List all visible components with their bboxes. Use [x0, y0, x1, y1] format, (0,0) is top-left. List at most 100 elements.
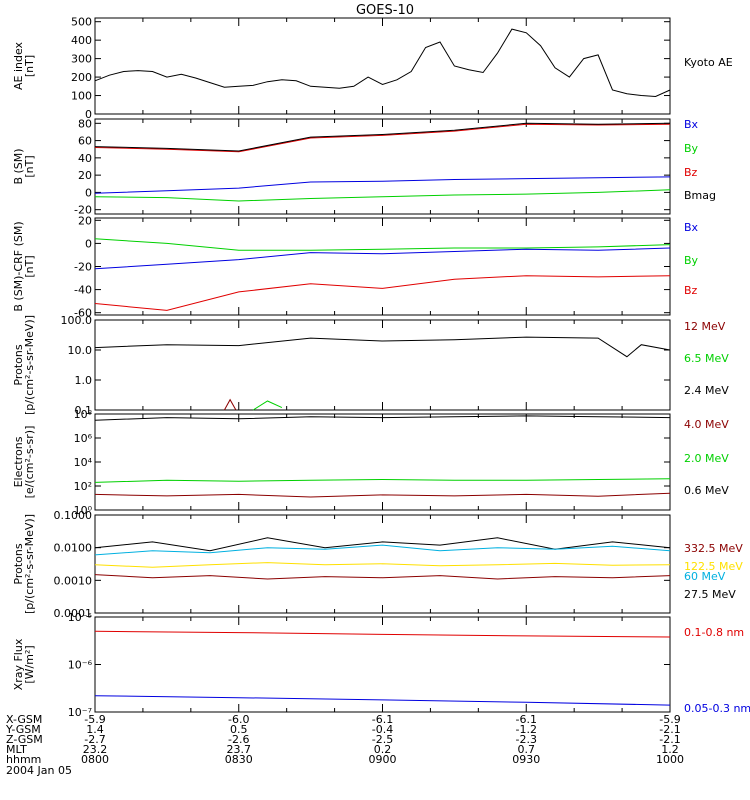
- legend-label: Bz: [684, 284, 698, 297]
- orbit-value: -2.5: [372, 733, 393, 746]
- panel-frame: [94, 118, 671, 215]
- orbit-value: -2.1: [659, 723, 680, 736]
- legend-label: Bz: [684, 166, 698, 179]
- y-tick-label: -60: [74, 307, 92, 320]
- series-line-bz: [94, 275, 671, 311]
- orbit-row-label: Y-GSM: [5, 723, 41, 736]
- series-line-2-4-mev: [94, 336, 671, 358]
- legend-label: 0.1-0.8 nm: [684, 626, 744, 639]
- series-line-by: [94, 189, 671, 202]
- series-line-6-5-mev: [252, 400, 283, 411]
- y-tick-label: 0: [85, 237, 92, 250]
- y-tick-label: 20: [78, 214, 92, 227]
- orbit-row-label: Z-GSM: [6, 733, 43, 746]
- legend-label: 332.5 MeV: [684, 542, 743, 555]
- orbit-row-label: hhmm: [6, 753, 41, 766]
- orbit-value: -2.6: [228, 733, 249, 746]
- y-tick-label: 10²: [74, 480, 92, 493]
- orbit-value: 0.5: [230, 723, 248, 736]
- legend-label: 2.0 MeV: [684, 452, 729, 465]
- panel-frame: [94, 217, 671, 316]
- y-tick-label: 10⁻⁶: [68, 659, 93, 672]
- y-tick-label: 0.0001: [54, 607, 93, 620]
- series-line-0-1-0-8-nm: [94, 630, 671, 638]
- y-tick-label: 0.1: [75, 404, 93, 417]
- panel-6: 0.0001 0.0010 0.0100 0.1000 Protons[p/(cm²-s…: [12, 509, 743, 620]
- y-axis-label: Electrons[e/(cm²-s-sr)]: [12, 426, 36, 499]
- orbit-value: 0.7: [518, 743, 536, 756]
- y-tick-label: 400: [71, 34, 92, 47]
- series-line-60-mev: [94, 544, 671, 556]
- panel-7: 10⁻⁷ 10⁻⁶ 10⁻⁵ Xray Flux[W/m²] 0.1-0.8 nm 0.0…: [12, 611, 750, 719]
- series-line-0-05-0-3-nm: [94, 695, 671, 706]
- series-line-bz: [94, 123, 671, 153]
- series-line-4-0-mev: [94, 492, 671, 498]
- orbit-value: 0830: [225, 753, 253, 766]
- series-line-bx: [94, 247, 671, 270]
- series-line-332-5-mev: [94, 574, 671, 580]
- legend-label: Bx: [684, 221, 699, 234]
- y-tick-label: 0: [85, 186, 92, 199]
- legend-label: 60 MeV: [684, 570, 726, 583]
- y-tick-label: -20: [74, 204, 92, 217]
- series-line-0-6-mev: [94, 415, 671, 421]
- y-tick-label: 0.1000: [54, 509, 93, 522]
- orbit-value: 0.2: [374, 743, 392, 756]
- y-tick-label: 40: [78, 152, 92, 165]
- panel-5: 10⁰ 10² 10⁴ 10⁶ 10⁸ Electrons[e/(cm²-s-sr)] 4.…: [12, 408, 729, 517]
- orbit-value: 1.2: [661, 743, 679, 756]
- date-label: 2004 Jan 05: [6, 764, 72, 777]
- y-axis-label: B (SM)-CRF (SM)[nT]: [12, 221, 36, 311]
- legend-label: 12 MeV: [684, 320, 726, 333]
- orbit-value: -2.1: [659, 733, 680, 746]
- y-tick-label: 10⁰: [74, 504, 93, 517]
- series-line-122-5-mev: [94, 562, 671, 568]
- y-tick-label: 10.0: [68, 344, 93, 357]
- y-axis-label: Xray Flux[W/m²]: [12, 638, 36, 690]
- series-line-bx: [94, 176, 671, 194]
- y-tick-label: 60: [78, 135, 92, 148]
- orbit-table: X-GSMY-GSMZ-GSMMLThhmm-5.91.4-2.723.2080…: [5, 713, 684, 777]
- orbit-value: -5.9: [84, 713, 105, 726]
- legend-label: 2.4 MeV: [684, 384, 729, 397]
- y-tick-label: 1.0: [75, 374, 93, 387]
- y-tick-label: 300: [71, 53, 92, 66]
- y-tick-label: 80: [78, 117, 92, 130]
- orbit-value: 0900: [369, 753, 397, 766]
- y-tick-label: 20: [78, 169, 92, 182]
- orbit-value: -5.9: [659, 713, 680, 726]
- y-tick-label: 10⁻⁷: [68, 706, 92, 719]
- orbit-value: -6.0: [228, 713, 249, 726]
- orbit-value: 0800: [81, 753, 109, 766]
- orbit-value: -6.1: [372, 713, 393, 726]
- panel-1: 0 100 200 300 400 500 AE index[nT] Kyoto AE: [12, 16, 733, 121]
- figure-title: GOES-10: [356, 3, 414, 18]
- panel-frame: [94, 17, 671, 115]
- legend-label: Kyoto AE: [684, 56, 733, 69]
- y-tick-label: 10⁸: [74, 408, 93, 421]
- panel-frame: [94, 319, 671, 411]
- y-axis-label: AE index[nT]: [12, 41, 36, 90]
- legend-label: By: [684, 254, 699, 267]
- y-tick-label: 200: [71, 71, 92, 84]
- orbit-value: -6.1: [516, 713, 537, 726]
- series-line-by: [94, 238, 671, 251]
- orbit-value: 1000: [656, 753, 684, 766]
- legend-label: 0.6 MeV: [684, 484, 729, 497]
- orbit-value: -1.2: [516, 723, 537, 736]
- orbit-value: -2.3: [516, 733, 537, 746]
- legend-label: Bx: [684, 118, 699, 131]
- y-tick-label: -20: [74, 261, 92, 274]
- y-tick-label: 10⁴: [74, 456, 93, 469]
- y-tick-label: 100: [71, 90, 92, 103]
- legend-label: 6.5 MeV: [684, 352, 729, 365]
- orbit-value: -0.4: [372, 723, 393, 736]
- orbit-row-label: X-GSM: [6, 713, 42, 726]
- y-tick-label: 0.0100: [54, 542, 93, 555]
- legend-label: By: [684, 142, 699, 155]
- panel-2: -20 0 20 40 60 80 B (SM)[nT] Bx By Bz Bmag: [12, 117, 716, 216]
- orbit-value: 1.4: [86, 723, 104, 736]
- orbit-value: 0930: [512, 753, 540, 766]
- legend-label: 27.5 MeV: [684, 588, 736, 601]
